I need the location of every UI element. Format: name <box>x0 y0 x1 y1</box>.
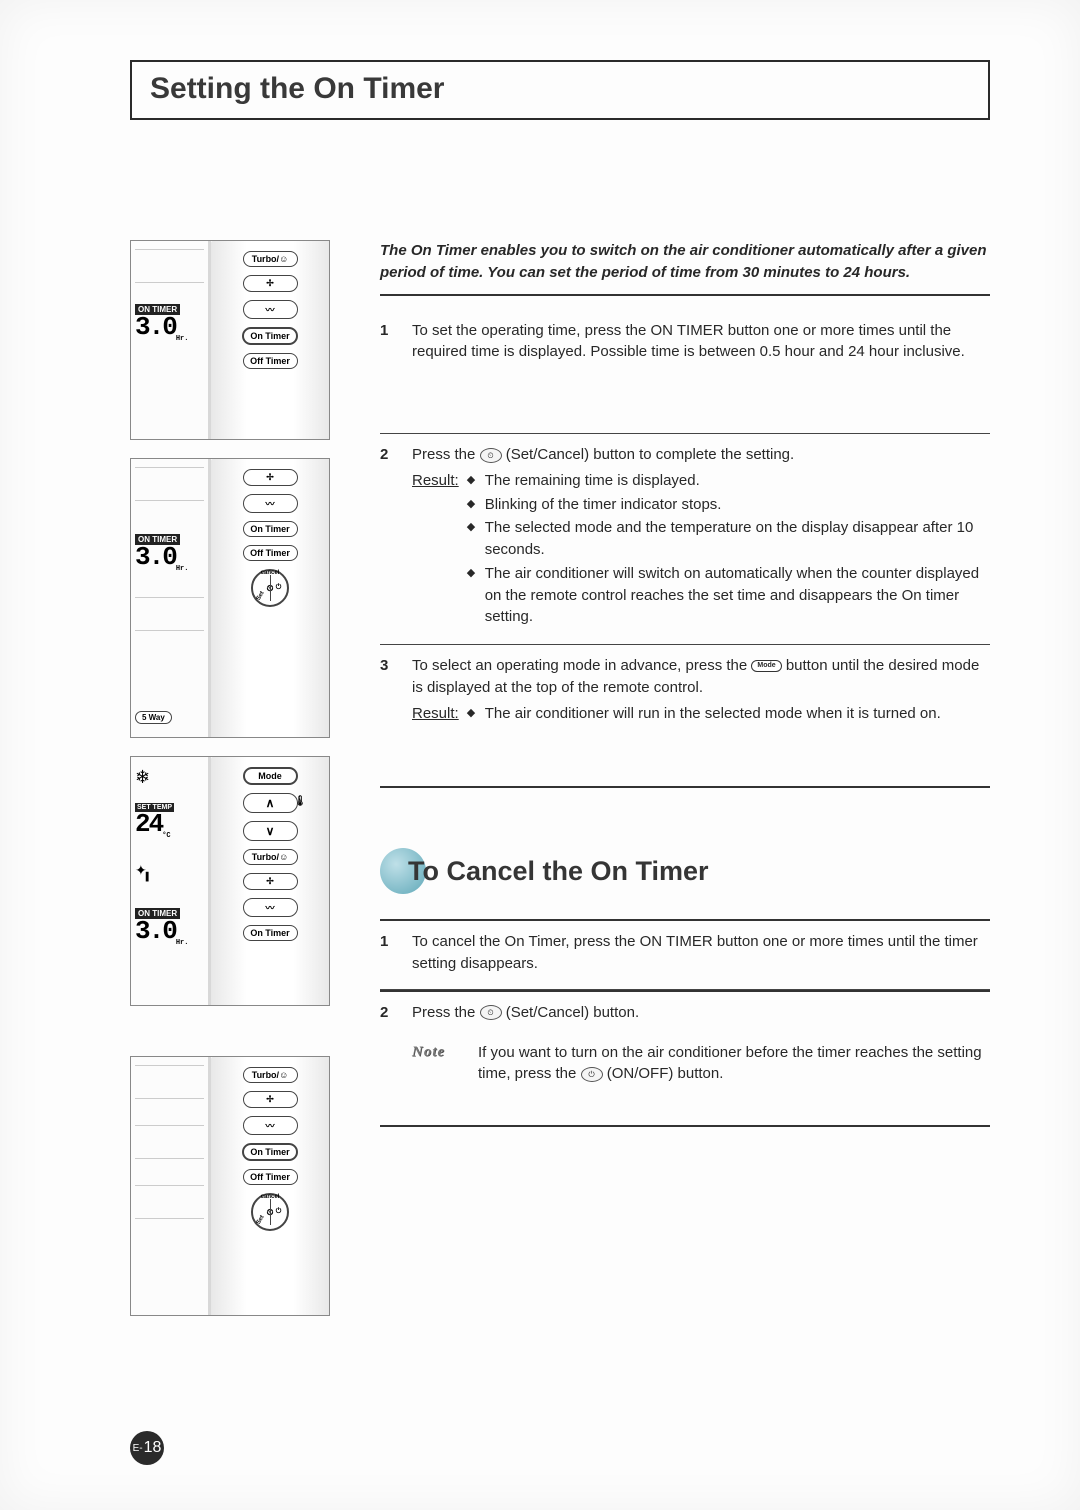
intro-text: The On Timer enables you to switch on th… <box>380 240 990 296</box>
mode-icon: Mode <box>751 660 781 672</box>
remote-diagram-1: ON TIMER 3.0Hr. Turbo/☺ ✢ 〰 On Timer Off… <box>130 240 330 440</box>
set-cancel-icon: ⏲ <box>480 1005 502 1020</box>
content-column: The On Timer enables you to switch on th… <box>380 240 990 1334</box>
result-list: The remaining time is displayed. Blinkin… <box>467 470 990 630</box>
set-cancel-button: cancel Set ⏲ ⏻ <box>251 569 289 607</box>
turbo-button: Turbo/☺ <box>243 251 298 267</box>
step-3: 3 To select an operating mode in advance… <box>380 645 990 788</box>
page-title-box: Setting the On Timer <box>130 60 990 120</box>
subheading-row: To Cancel the On Timer <box>380 848 990 894</box>
page-number: E-18 <box>130 1431 164 1465</box>
subheading: To Cancel the On Timer <box>408 852 709 891</box>
mode-button: Mode <box>243 767 298 785</box>
fan-icon: ✦▌ <box>135 862 204 881</box>
on-off-icon: ⏻ <box>581 1067 603 1082</box>
up-button: ∧ 🌡 <box>243 793 298 813</box>
note-label: Note <box>412 1042 462 1086</box>
remote-diagram-4: Turbo/☺ ✢ 〰 On Timer Off Timer cancel Se… <box>130 1056 330 1316</box>
set-cancel-icon: ⏲ <box>480 448 502 463</box>
cancel-step-2: 2 Press the ⏲ (Set/Cancel) button. Note … <box>380 990 990 1127</box>
note-text: If you want to turn on the air condition… <box>478 1042 990 1086</box>
cancel-step-1: 1 To cancel the On Timer, press the ON T… <box>380 919 990 990</box>
step-2: 2 Press the ⏲ (Set/Cancel) button to com… <box>380 434 990 645</box>
diagram-column: ON TIMER 3.0Hr. Turbo/☺ ✢ 〰 On Timer Off… <box>130 240 330 1334</box>
remote-diagram-2: ON TIMER 3.0Hr. 5 Way ✢ 〰 On Timer Off T… <box>130 458 330 738</box>
snowflake-icon: ❄ <box>135 765 204 790</box>
air-button: 〰 <box>243 300 298 319</box>
page-title: Setting the On Timer <box>150 72 970 106</box>
off-timer-button: Off Timer <box>243 353 298 369</box>
swing-button: ✢ <box>243 275 298 292</box>
on-timer-button: On Timer <box>242 327 297 345</box>
step-1: 1 To set the operating time, press the O… <box>380 310 990 435</box>
remote-diagram-3: ❄ SET TEMP 24°C ✦▌ ON TIMER 3.0Hr. Mode … <box>130 756 330 1006</box>
down-button: ∨ <box>243 821 298 841</box>
